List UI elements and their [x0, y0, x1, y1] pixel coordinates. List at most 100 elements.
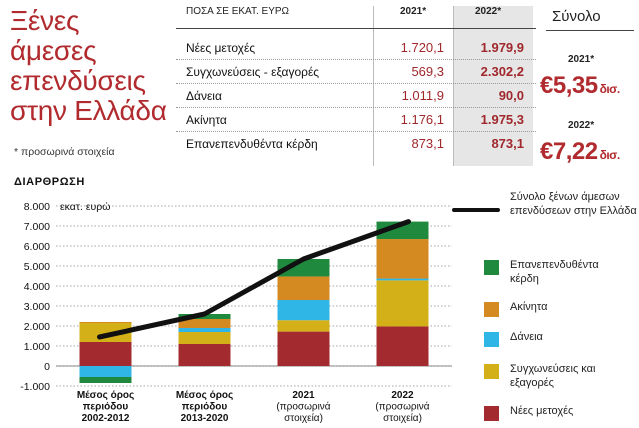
x-tick-label: περιόδου — [83, 402, 129, 413]
x-tick-label: περιόδου — [182, 402, 228, 413]
title-line: άμεσες — [10, 35, 97, 66]
totals-year-2022: 2022* — [568, 120, 595, 131]
table-2022-column-shade — [453, 6, 533, 166]
x-tick-label: στοιχεία) — [383, 412, 422, 424]
x-tick-label: 2002-2012 — [82, 413, 130, 424]
y-tick-label: 5.000 — [24, 261, 50, 273]
legend-label: Συγχωνεύσεις και εξαγορές — [510, 363, 596, 389]
bar-segment — [79, 377, 132, 383]
bar-segment — [79, 342, 132, 366]
bar-segment — [79, 323, 132, 342]
page-title: Ξένες άμεσες επενδύσεις στην Ελλάδα — [10, 6, 170, 126]
title-line: στην Ελλάδα — [10, 95, 167, 126]
bar-segment — [79, 366, 132, 377]
legend-label: Επανεπενδυθέντα κέρδη — [510, 259, 599, 285]
row-value-2021: 873,1 — [411, 136, 444, 151]
bar-segment — [277, 299, 330, 321]
y-tick-label: 0 — [44, 361, 50, 373]
row-value-2021: 1.176,1 — [400, 112, 444, 127]
row-value-2022: 2.302,2 — [480, 64, 524, 79]
row-label: Επανεπενδυθέντα κέρδη — [186, 137, 318, 151]
x-tick-label: στοιχεία) — [284, 412, 323, 424]
table-header-2022: 2022* — [475, 6, 502, 17]
row-value-2021: 1.011,9 — [401, 88, 444, 103]
totals-value-2021: €5,35 δισ. — [540, 72, 620, 100]
legend-swatch — [484, 302, 499, 317]
y-tick-label: 3.000 — [24, 301, 50, 313]
row-label: Ακίνητα — [186, 113, 227, 127]
bar-segment — [277, 320, 330, 332]
legend-line-swatch — [452, 208, 500, 212]
bar-segment — [376, 326, 429, 366]
row-divider — [176, 107, 536, 108]
table-row: Δάνεια 1.011,9 90,0 — [176, 84, 536, 108]
stacked-bar-chart: -1.000 0 1.000 2.000 3.000 4.000 5.000 6.000 7.0… — [20, 201, 452, 424]
bar-segment — [277, 331, 330, 366]
x-tick-label: 2022 — [391, 390, 414, 401]
row-value-2022: 873,1 — [491, 136, 524, 151]
y-tick-label: 7.000 — [24, 221, 50, 233]
totals-value: €7,22 — [540, 138, 598, 165]
bar-segment — [277, 276, 330, 300]
table-row: Νέες μετοχές 1.720,1 1.979,9 — [176, 36, 536, 60]
row-value-2021: 569,3 — [411, 64, 444, 79]
x-tick-label: 2013-2020 — [181, 413, 229, 424]
totals-value: €5,35 — [540, 72, 598, 99]
totals-title: Σύνολο — [552, 8, 601, 25]
totals-unit: δισ. — [599, 82, 621, 96]
row-label: Δάνεια — [186, 89, 222, 103]
row-divider — [176, 59, 536, 60]
row-value-2022: 1.979,9 — [480, 40, 524, 55]
footnote: * προσωρινά στοιχεία — [14, 146, 115, 158]
y-unit-label: εκατ. ευρώ — [60, 201, 110, 213]
section-title: ΔΙΑΡΘΡΩΣΗ — [14, 176, 85, 188]
row-divider — [176, 131, 536, 132]
bar-segment — [79, 322, 132, 323]
table-divider — [373, 6, 374, 166]
legend-label: Σύνολο ξένων άμεσων επενδύσεων στην Ελλά… — [510, 191, 637, 217]
x-tick-label: Μέσος όρος — [176, 390, 233, 401]
totals-rule — [546, 30, 634, 31]
y-tick-label: -1.000 — [20, 381, 50, 393]
totals-value-2022: €7,22 δισ. — [540, 138, 620, 166]
table-header-rule — [176, 28, 536, 29]
x-tick-label: (προσωρινά — [375, 401, 429, 413]
title-line: επενδύσεις — [10, 65, 146, 96]
table-header-label: ΠΟΣΑ ΣΕ ΕΚΑΤ. ΕΥΡΩ — [186, 6, 290, 17]
row-divider — [176, 83, 536, 84]
bar-segment — [376, 278, 429, 281]
row-label: Συγχωνεύσεις - εξαγορές — [186, 65, 320, 79]
x-tick-label: 2021 — [292, 390, 315, 401]
legend-swatch — [484, 364, 499, 379]
row-value-2021: 1.720,1 — [400, 40, 444, 55]
bar-segment — [178, 319, 231, 328]
legend-swatch — [484, 406, 499, 421]
bar-segment — [178, 344, 231, 366]
bar-segment — [376, 280, 429, 327]
y-tick-label: 6.000 — [24, 241, 50, 253]
legend-swatch — [484, 260, 499, 275]
row-value-2022: 90,0 — [498, 88, 524, 103]
total-line — [97, 219, 411, 340]
row-label: Νέες μετοχές — [186, 41, 256, 55]
bar-segment — [277, 258, 330, 277]
totals-unit: δισ. — [599, 148, 621, 162]
bar-segment — [178, 332, 231, 344]
y-tick-label: 8.000 — [24, 201, 50, 213]
table-row: Επανεπενδυθέντα κέρδη 873,1 873,1 — [176, 132, 536, 156]
y-tick-label: 1.000 — [24, 341, 50, 353]
bar-segment — [178, 328, 231, 332]
x-tick-label: (προσωρινά — [276, 401, 330, 413]
y-tick-label: 2.000 — [24, 321, 50, 333]
table-header-2021: 2021* — [400, 6, 427, 17]
table-row: Συγχωνεύσεις - εξαγορές 569,3 2.302,2 — [176, 60, 536, 84]
x-tick-label: Μέσος όρος — [77, 390, 134, 401]
title-line: Ξένες — [10, 5, 80, 36]
table-row: Ακίνητα 1.176,1 1.975,3 — [176, 108, 536, 132]
legend-label: Ακίνητα — [510, 301, 548, 313]
legend-swatch — [484, 332, 499, 347]
y-tick-label: 4.000 — [24, 281, 50, 293]
bar-segment — [376, 239, 429, 279]
table-divider — [453, 6, 454, 166]
totals-year-2021: 2021* — [568, 54, 595, 65]
